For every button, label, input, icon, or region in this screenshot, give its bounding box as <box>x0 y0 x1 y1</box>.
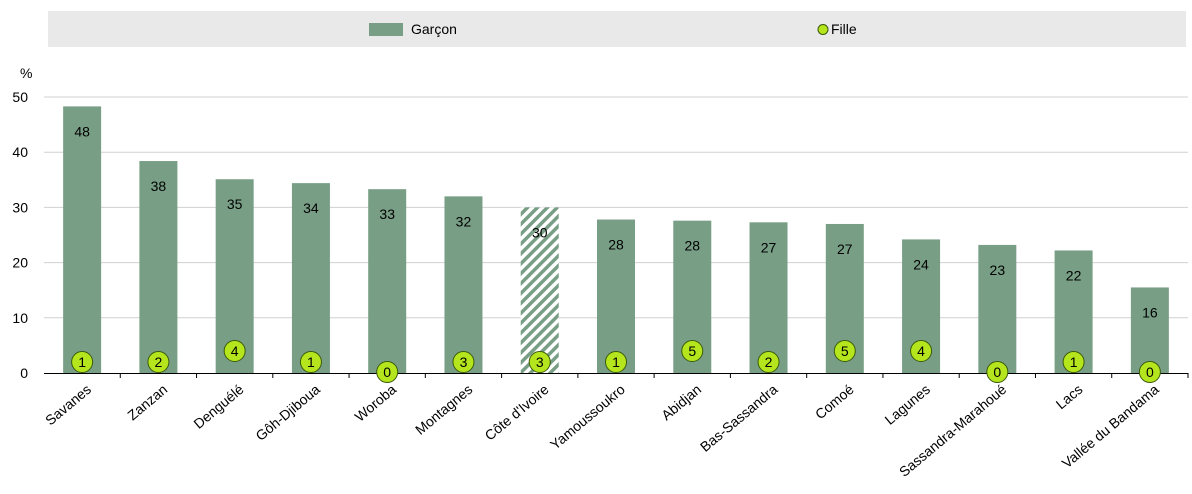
fille-value-label: 4 <box>917 343 925 359</box>
legend-label-garcon: Garçon <box>411 21 457 37</box>
y-tick-label: 50 <box>12 89 28 105</box>
category-label: Comoé <box>812 381 857 422</box>
bar-value-label: 27 <box>837 241 853 257</box>
bar-value-labels: 48 38 35 34 33 32 30 28 28 27 27 24 23 22 16 <box>74 123 1158 320</box>
bar-value-label: 24 <box>913 256 929 272</box>
bar-value-label: 22 <box>1066 267 1082 283</box>
y-tick-labels: 0 10 20 30 40 50 <box>12 89 28 381</box>
category-label: Denguélé <box>190 381 246 432</box>
bar <box>63 106 102 373</box>
fille-marker <box>376 361 399 383</box>
fille-marker <box>528 351 551 373</box>
legend: Garçon Fille <box>48 11 1186 47</box>
y-tick-label: 40 <box>12 144 28 160</box>
bar <box>978 244 1017 373</box>
fille-value-label: 0 <box>993 364 1001 380</box>
fille-marker <box>452 351 475 373</box>
category-label: Lagunes <box>882 381 933 428</box>
fille-value-label: 0 <box>383 364 391 380</box>
bar-value-label: 34 <box>303 200 319 216</box>
fille-marker <box>299 351 322 373</box>
bars <box>63 106 1169 373</box>
bar-value-label: 33 <box>379 206 395 222</box>
bar-value-label: 30 <box>532 224 548 240</box>
y-axis-unit: % <box>20 65 32 81</box>
legend-label-fille: Fille <box>831 21 857 37</box>
fille-marker <box>681 340 704 362</box>
fille-markers: 1 2 4 1 0 3 3 1 5 2 5 4 0 1 0 <box>71 340 1161 383</box>
bar-value-label: 48 <box>74 123 90 139</box>
y-tick-label: 10 <box>12 310 28 326</box>
fille-value-label: 3 <box>460 354 468 370</box>
bar-value-label: 23 <box>990 262 1006 278</box>
bar-value-label: 38 <box>151 178 167 194</box>
fille-value-label: 5 <box>688 343 696 359</box>
y-tick-label: 30 <box>12 199 28 215</box>
legend-swatch-fille <box>817 24 829 35</box>
fille-value-label: 4 <box>231 343 239 359</box>
category-label: Côte d'Ivoire <box>482 381 552 444</box>
bar-value-label: 16 <box>1142 304 1158 320</box>
fille-value-label: 1 <box>1070 354 1078 370</box>
fille-marker <box>223 340 246 362</box>
fille-value-label: 5 <box>841 343 849 359</box>
x-tick-marks <box>119 373 1189 378</box>
bar-value-label: 28 <box>608 237 624 253</box>
category-label: Woroba <box>351 381 399 425</box>
bar-value-label: 35 <box>227 196 243 212</box>
fille-value-label: 3 <box>536 354 544 370</box>
fille-value-label: 0 <box>1146 364 1154 380</box>
bar <box>139 161 178 373</box>
fille-marker <box>605 351 627 373</box>
category-label: Savanes <box>42 381 94 428</box>
fille-value-label: 1 <box>78 354 86 370</box>
fille-marker <box>986 361 1009 383</box>
legend-swatch-garcon <box>369 23 403 36</box>
bar <box>520 207 559 373</box>
category-labels: Savanes Zanzan Denguélé Gôh-Djiboua Woroba Mo… <box>42 381 1162 480</box>
fille-value-label: 2 <box>155 354 163 370</box>
category-label: Bas-Sassandra <box>697 381 781 455</box>
category-label: Zanzan <box>124 381 170 423</box>
y-tick-label: 0 <box>20 365 28 381</box>
fille-value-label: 1 <box>307 354 315 370</box>
fille-marker <box>1138 361 1161 383</box>
category-label: Lacs <box>1053 381 1086 412</box>
fille-marker <box>1062 351 1085 373</box>
y-tick-label: 20 <box>12 255 28 271</box>
fille-value-label: 2 <box>765 354 773 370</box>
bar <box>368 189 407 373</box>
bar-value-label: 28 <box>684 238 700 254</box>
fille-value-label: 1 <box>612 354 620 370</box>
fille-marker <box>910 340 933 362</box>
category-label: Montagnes <box>412 381 475 438</box>
bar <box>597 219 635 373</box>
bar <box>1130 287 1169 373</box>
bar-value-label: 32 <box>456 213 472 229</box>
fille-marker <box>757 351 780 373</box>
fille-marker <box>147 351 170 373</box>
bar <box>291 183 330 373</box>
category-label: Abidjan <box>658 381 704 423</box>
bar-value-label: 27 <box>761 239 777 255</box>
fille-marker <box>833 340 856 362</box>
category-label: Gôh-Djiboua <box>252 381 323 444</box>
bar <box>749 222 788 373</box>
legend-background <box>48 11 1186 47</box>
fille-marker <box>71 351 94 373</box>
category-label: Yamoussoukro <box>547 381 628 453</box>
bar <box>444 196 483 373</box>
